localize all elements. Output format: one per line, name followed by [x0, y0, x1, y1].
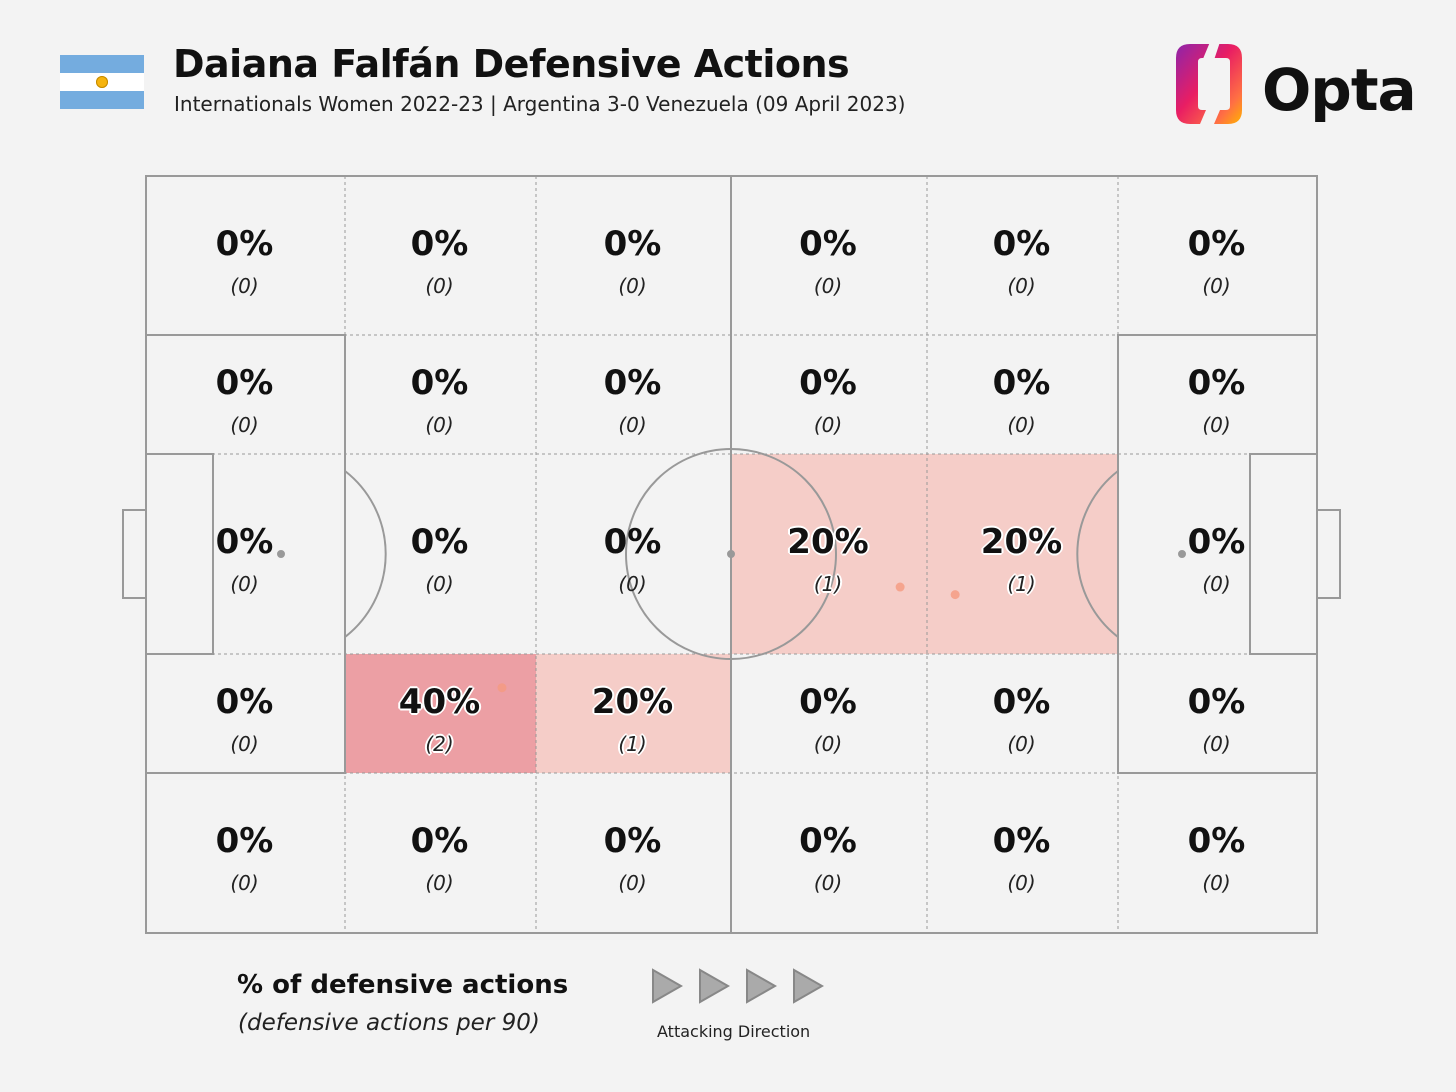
left-penalty-arc: [344, 470, 387, 638]
zone-count: (0): [230, 572, 259, 596]
zone-percent: 0%: [799, 821, 857, 861]
zone-count: (0): [813, 871, 843, 895]
zone-count: (0): [425, 871, 454, 895]
defensive-action-point: [895, 582, 905, 592]
right-goal: [1316, 509, 1341, 599]
zone-count: (0): [618, 572, 647, 596]
centre-spot: [727, 550, 735, 558]
zone-percent: 0%: [410, 223, 469, 264]
zone-percent: 0%: [992, 362, 1051, 403]
zone-count: (0): [1202, 572, 1231, 596]
zone-count: (1): [813, 572, 843, 596]
argentina-flag: [60, 55, 144, 109]
zone-count: (0): [425, 572, 454, 596]
zone-count: (0): [425, 412, 454, 437]
zone-count: (0): [230, 871, 259, 895]
zone-percent: 0%: [1187, 681, 1246, 722]
zone-count: (0): [618, 871, 647, 895]
zone-count: (1): [1007, 572, 1036, 596]
play-arrow-icon: [746, 968, 778, 1004]
zone-count: (0): [1007, 273, 1036, 298]
zone-count: (0): [425, 273, 454, 298]
zone-fill: [731, 454, 927, 654]
zone-percent: 20%: [591, 681, 674, 722]
zone-fill: [927, 454, 1118, 654]
zone-percent: 20%: [980, 522, 1063, 562]
zone-percent: 0%: [992, 681, 1051, 722]
zone-count: (0): [1202, 871, 1231, 895]
zone-count: (0): [1202, 273, 1231, 298]
zone-count: (0): [230, 412, 259, 437]
legend-title: % of defensive actions: [237, 970, 569, 1000]
zone-fill: [345, 654, 536, 773]
play-arrow-icon: [699, 968, 731, 1004]
zone-count: (0): [618, 273, 647, 298]
legend-subtitle: (defensive actions per 90): [238, 1010, 540, 1036]
zone-percent: 0%: [410, 362, 469, 403]
zone-percent: 0%: [992, 821, 1051, 861]
left-goal: [122, 509, 147, 599]
defensive-action-point: [950, 590, 960, 600]
zone-percent: 0%: [603, 223, 662, 264]
zone-percent: 0%: [410, 522, 469, 562]
zone-percent: 0%: [215, 522, 274, 562]
zone-percent: 0%: [603, 362, 662, 403]
zone-count: (0): [618, 412, 647, 437]
zone-percent: 0%: [215, 681, 274, 722]
zone-percent: 0%: [992, 223, 1051, 264]
play-arrow-icon: [652, 968, 684, 1004]
zone-count: (2): [425, 731, 454, 756]
zone-percent: 0%: [603, 821, 662, 861]
right-penalty-arc: [1076, 470, 1119, 638]
defensive-action-point: [497, 683, 507, 693]
zone-count: (0): [1007, 412, 1036, 437]
zone-count: (0): [1007, 871, 1036, 895]
zone-percent: 0%: [799, 362, 857, 403]
zone-percent: 0%: [1187, 522, 1246, 562]
left-penalty-spot: [277, 550, 285, 558]
chart-title: Daiana Falfán Defensive Actions: [173, 42, 850, 86]
opta-logo-icon: [1176, 42, 1242, 124]
zone-count: (0): [1202, 731, 1231, 756]
zone-percent: 20%: [787, 522, 869, 562]
zone-count: (0): [1007, 731, 1036, 756]
zone-percent: 0%: [215, 223, 274, 264]
zone-count: (0): [230, 273, 259, 298]
zone-count: (0): [813, 412, 843, 437]
zone-count: (0): [813, 731, 843, 756]
zone-percent: 0%: [603, 522, 662, 562]
zone-percent: 40%: [398, 681, 481, 722]
opta-wordmark: Opta: [1262, 56, 1417, 124]
attacking-direction-arrows: [652, 968, 825, 1004]
sun-of-may-icon: [96, 76, 108, 88]
zone-percent: 0%: [215, 821, 274, 861]
chart-subtitle: Internationals Women 2022-23 | Argentina…: [174, 92, 906, 116]
zone-fill: [536, 654, 731, 773]
centre-circle: [625, 448, 837, 660]
attacking-direction-label: Attacking Direction: [657, 1022, 811, 1041]
zone-count: (0): [230, 731, 259, 756]
play-arrow-icon: [793, 968, 825, 1004]
zone-percent: 0%: [410, 821, 469, 861]
zone-percent: 0%: [1187, 223, 1246, 264]
zone-percent: 0%: [1187, 821, 1246, 861]
zone-percent: 0%: [1187, 362, 1246, 403]
zone-count: (0): [813, 273, 843, 298]
zone-percent: 0%: [799, 223, 857, 264]
zone-percent: 0%: [799, 681, 857, 722]
zone-count: (0): [1202, 412, 1231, 437]
zone-count: (1): [618, 731, 647, 756]
zone-percent: 0%: [215, 362, 274, 403]
right-penalty-spot: [1178, 550, 1186, 558]
